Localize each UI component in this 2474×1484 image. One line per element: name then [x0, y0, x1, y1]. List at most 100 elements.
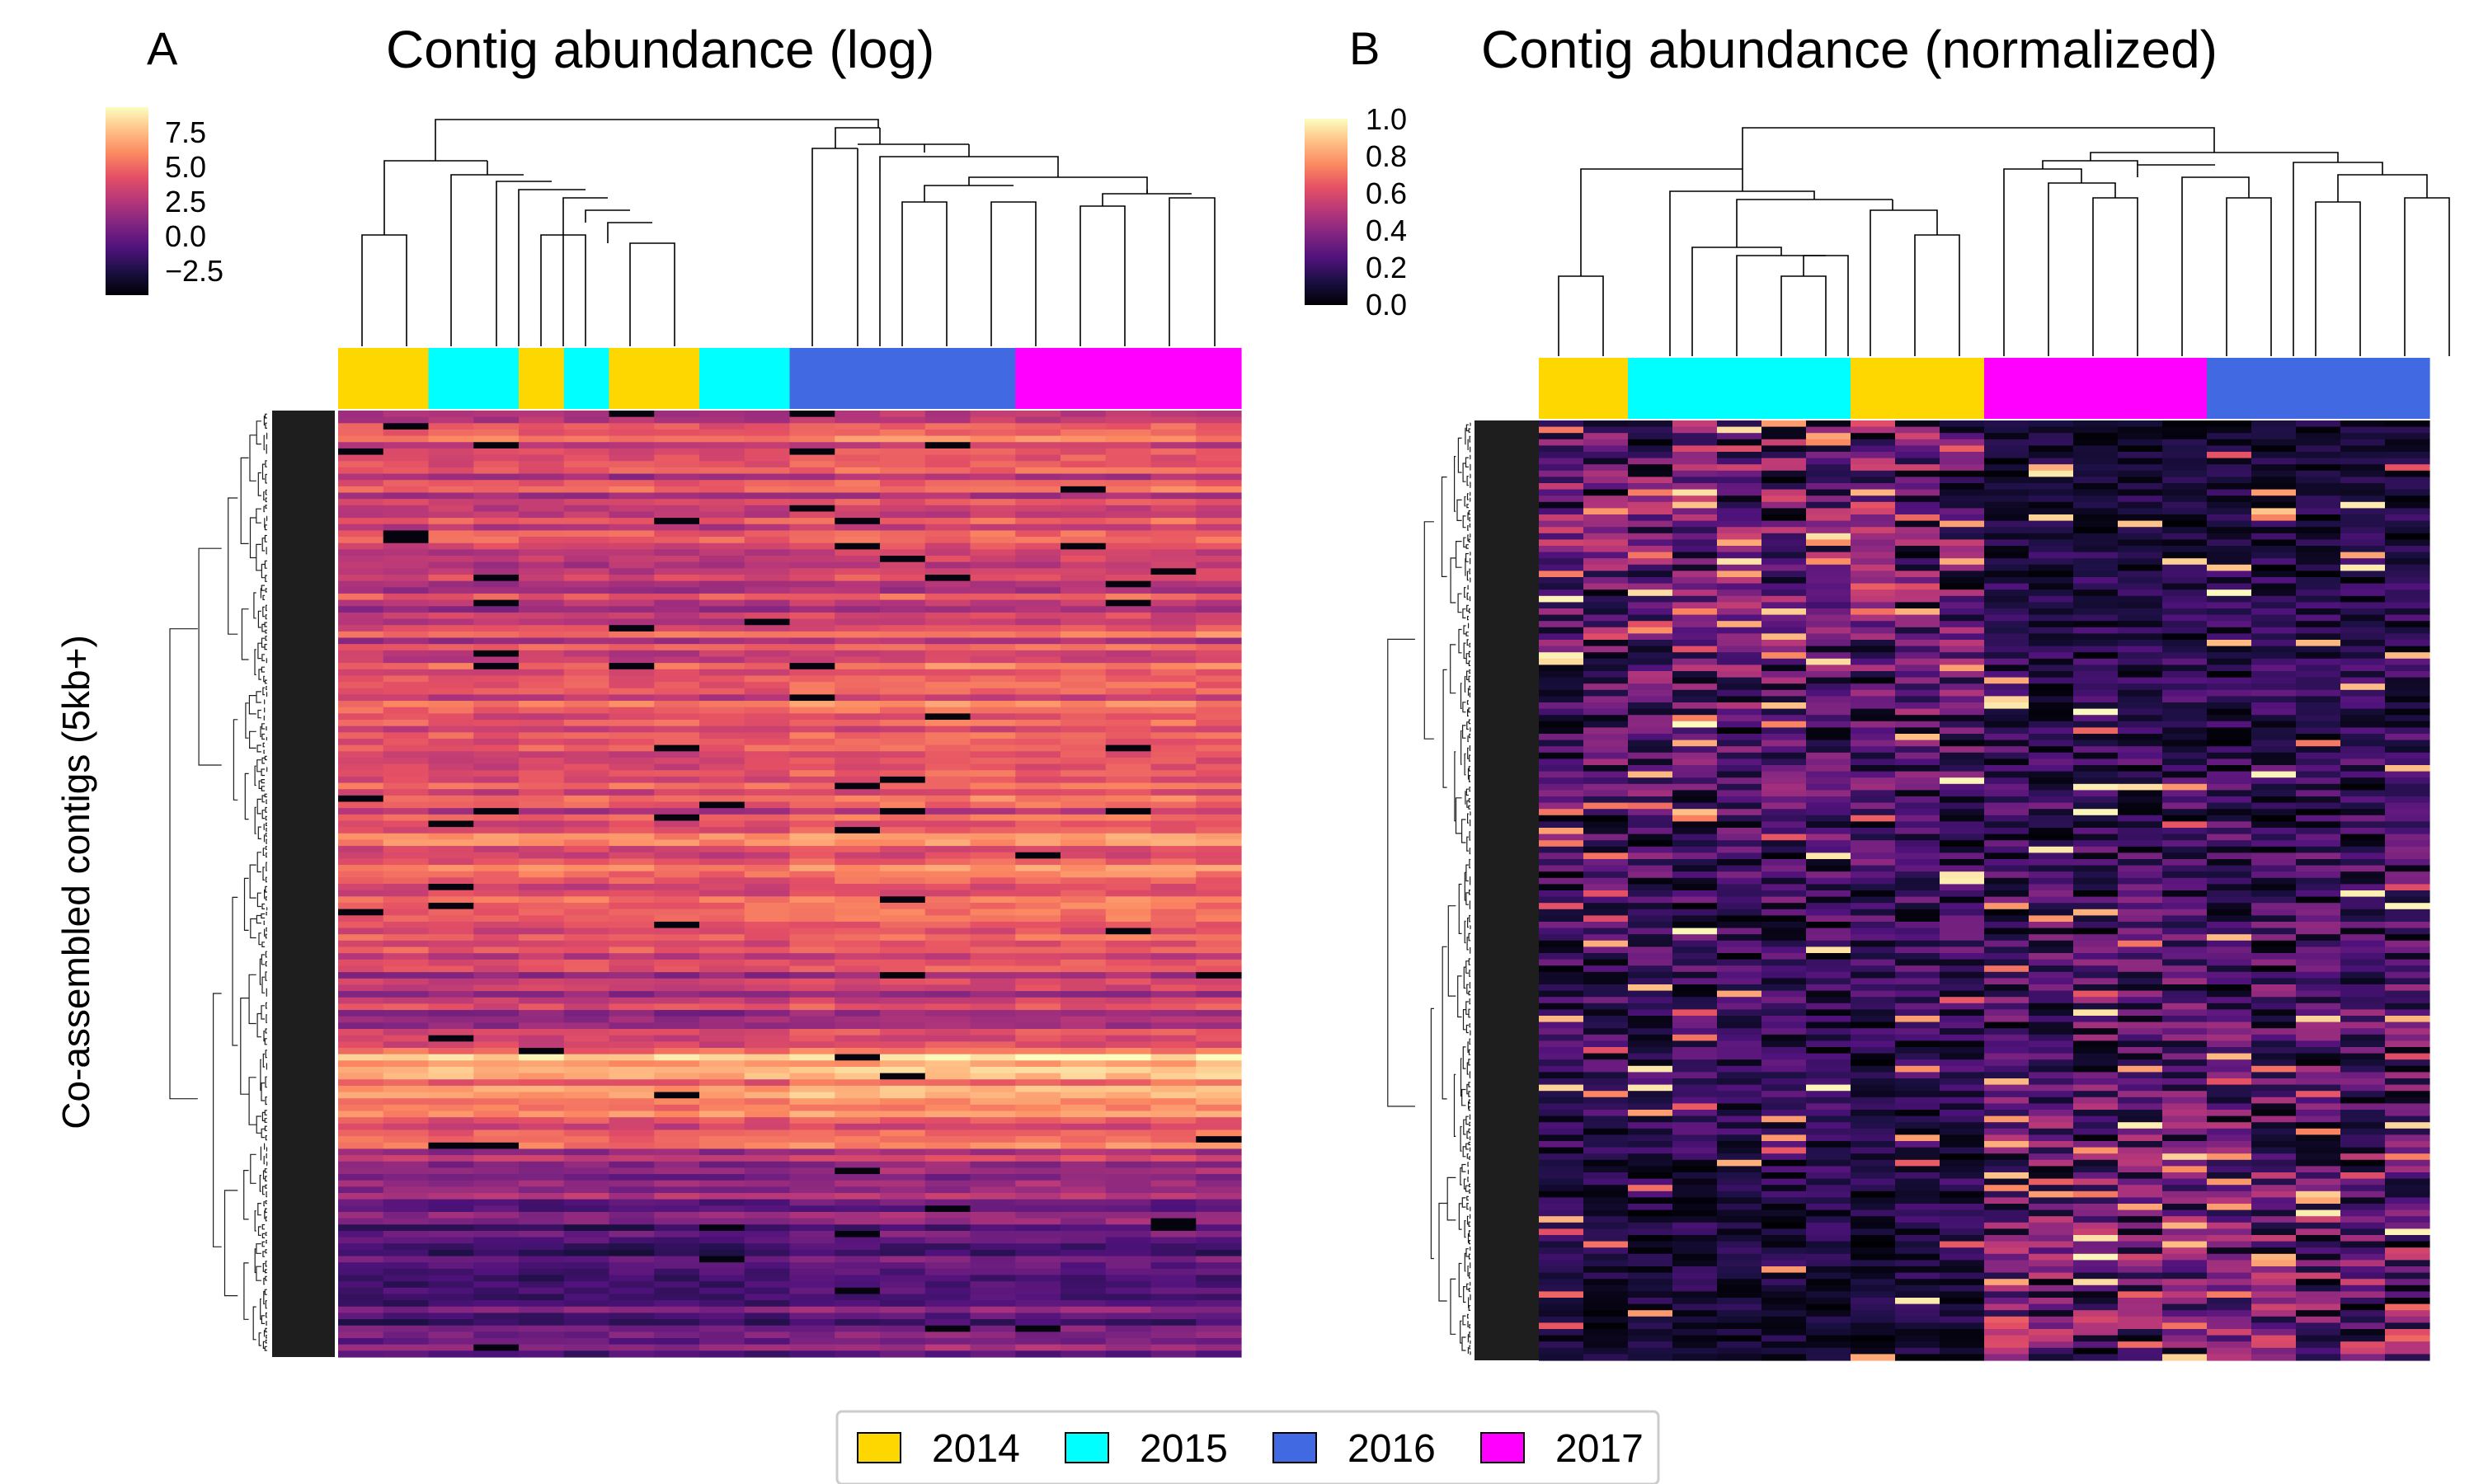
panel-a-heatmap-cell — [563, 1142, 610, 1150]
panel-a-heatmap-cell — [428, 499, 474, 506]
panel-a-heatmap-cell — [924, 833, 971, 841]
panel-b-heatmap-cell — [1628, 514, 1673, 522]
panel-b-heatmap-cell — [2251, 445, 2297, 453]
panel-a-heatmap-cell — [428, 549, 474, 556]
panel-b-heatmap-cell — [1806, 552, 1851, 559]
panel-a-heatmap-cell — [609, 707, 655, 714]
panel-b-heatmap-cell — [1940, 871, 1985, 879]
panel-a-heatmap-cell — [924, 1123, 971, 1131]
panel-a-heatmap-cell — [519, 701, 565, 708]
panel-a-heatmap-cell — [1015, 732, 1061, 740]
panel-a-heatmap-cell — [1015, 928, 1061, 935]
panel-a-heatmap-cell — [789, 1256, 835, 1263]
panel-b-heatmap-cell — [2029, 877, 2074, 885]
panel-a-heatmap-cell — [383, 776, 430, 784]
panel-a-heatmap-cell — [1015, 1174, 1061, 1181]
panel-b-heatmap-cell — [1672, 928, 1718, 935]
panel-a-heatmap-cell — [1150, 713, 1197, 721]
panel-a-heatmap-cell — [654, 852, 700, 859]
panel-a-heatmap-cell — [924, 1262, 971, 1270]
panel-b-heatmap-cell — [1851, 633, 1896, 641]
panel-a-heatmap-cell — [699, 782, 745, 790]
panel-a-heatmap-cell — [519, 606, 565, 613]
panel-b-heatmap-cell — [2296, 589, 2341, 597]
panel-b-heatmap-cell — [1806, 689, 1851, 697]
panel-a-heatmap-cell — [338, 1350, 384, 1358]
panel-b-heatmap-cell — [1672, 940, 1718, 947]
panel-b-heatmap-cell — [2073, 777, 2119, 785]
panel-a-heatmap-cell — [835, 972, 881, 979]
panel-a-heatmap-cell — [1150, 688, 1197, 695]
panel-a-heatmap-cell — [744, 1148, 791, 1156]
panel-b-heatmap-cell — [1583, 452, 1629, 459]
panel-b-heatmap-cell — [2162, 771, 2208, 778]
panel-b-heatmap-cell — [2385, 978, 2430, 985]
panel-a-heatmap-cell — [563, 839, 610, 847]
panel-a-heatmap-cell — [563, 1186, 610, 1194]
panel-b-heatmap-cell — [2296, 896, 2341, 904]
panel-a-heatmap-cell — [1105, 1079, 1152, 1087]
panel-a-heatmap-cell — [654, 915, 700, 923]
panel-b-heatmap-cell — [2207, 420, 2252, 428]
panel-b-heatmap-cell — [1851, 683, 1896, 691]
panel-a-heatmap-cell — [970, 1262, 1016, 1270]
panel-b-heatmap-cell — [1851, 896, 1896, 904]
panel-a-heatmap-cell — [383, 1306, 430, 1314]
panel-a-heatmap-cell — [1061, 1313, 1107, 1320]
panel-a-heatmap-cell — [1196, 480, 1242, 487]
panel-a-heatmap-cell — [383, 694, 430, 702]
panel-b-heatmap-cell — [2162, 640, 2208, 647]
panel-a-heatmap-cell — [383, 1035, 430, 1042]
panel-a-heatmap-cell — [1150, 1161, 1197, 1168]
panel-a-heatmap-cell — [519, 1066, 565, 1074]
panel-b-heatmap-cell — [1672, 508, 1718, 515]
panel-a-heatmap-cell — [338, 940, 384, 948]
panel-a-heatmap-cell — [519, 997, 565, 1005]
panel-a-heatmap-cell — [1015, 1249, 1061, 1257]
panel-b-heatmap-cell — [2162, 495, 2208, 503]
panel-a-heatmap-cell — [1105, 1186, 1152, 1194]
panel-b-heatmap-cell — [2029, 640, 2074, 647]
panel-a-heatmap-cell — [1015, 707, 1061, 714]
panel-b-heatmap-cell — [1940, 533, 1985, 540]
panel-b-heatmap-cell — [1583, 646, 1629, 653]
panel-a-heatmap-cell — [473, 1073, 520, 1080]
panel-b-heatmap-cell — [1628, 452, 1673, 459]
panel-b-heatmap-cell — [1539, 433, 1584, 440]
panel-b-heatmap-cell — [2251, 420, 2297, 428]
panel-b-heatmap-cell — [2029, 533, 2074, 540]
panel-b-heatmap-cell — [1984, 508, 2030, 515]
panel-b-heatmap-cell — [1628, 708, 1673, 716]
panel-a-heatmap-cell — [744, 1142, 791, 1150]
panel-b-heatmap-cell — [1761, 915, 1807, 923]
panel-a-heatmap-cell — [1105, 1035, 1152, 1042]
panel-a-heatmap-cell — [1150, 618, 1197, 626]
panel-a-heatmap-cell — [654, 1167, 700, 1175]
panel-b-heatmap-cell — [2162, 558, 2208, 566]
panel-b-heatmap-cell — [1806, 439, 1851, 446]
panel-b-heatmap-cell — [2251, 683, 2297, 691]
panel-a-heatmap-cell — [699, 499, 745, 506]
panel-a-heatmap-cell — [699, 593, 745, 601]
panel-b-heatmap-cell — [1717, 677, 1762, 684]
panel-a-heatmap-cell — [835, 744, 881, 752]
panel-a-heatmap-cell — [835, 694, 881, 702]
panel-b-heatmap-cell — [2385, 815, 2430, 822]
panel-a-heatmap-cell — [654, 1003, 700, 1011]
panel-a-heatmap-cell — [699, 637, 745, 645]
panel-b-heatmap-cell — [2385, 984, 2430, 992]
panel-a-heatmap-cell — [924, 757, 971, 765]
panel-b-heatmap-cell — [2385, 595, 2430, 603]
panel-a-heatmap-cell — [563, 1003, 610, 1011]
panel-a-heatmap-cell — [1061, 984, 1107, 992]
panel-a-heatmap-cell — [1196, 663, 1242, 670]
panel-a-heatmap-cell — [383, 505, 430, 513]
panel-a-heatmap-cell — [1196, 625, 1242, 632]
panel-a-heatmap-cell — [563, 435, 610, 443]
panel-a-heatmap-cell — [1196, 1262, 1242, 1270]
panel-b-heatmap-cell — [2296, 771, 2341, 778]
panel-a-heatmap-cell — [609, 1117, 655, 1125]
panel-a-heatmap-cell — [1150, 1262, 1197, 1270]
panel-a-heatmap-cell — [1015, 1287, 1061, 1295]
panel-a-heatmap-cell — [609, 1325, 655, 1332]
